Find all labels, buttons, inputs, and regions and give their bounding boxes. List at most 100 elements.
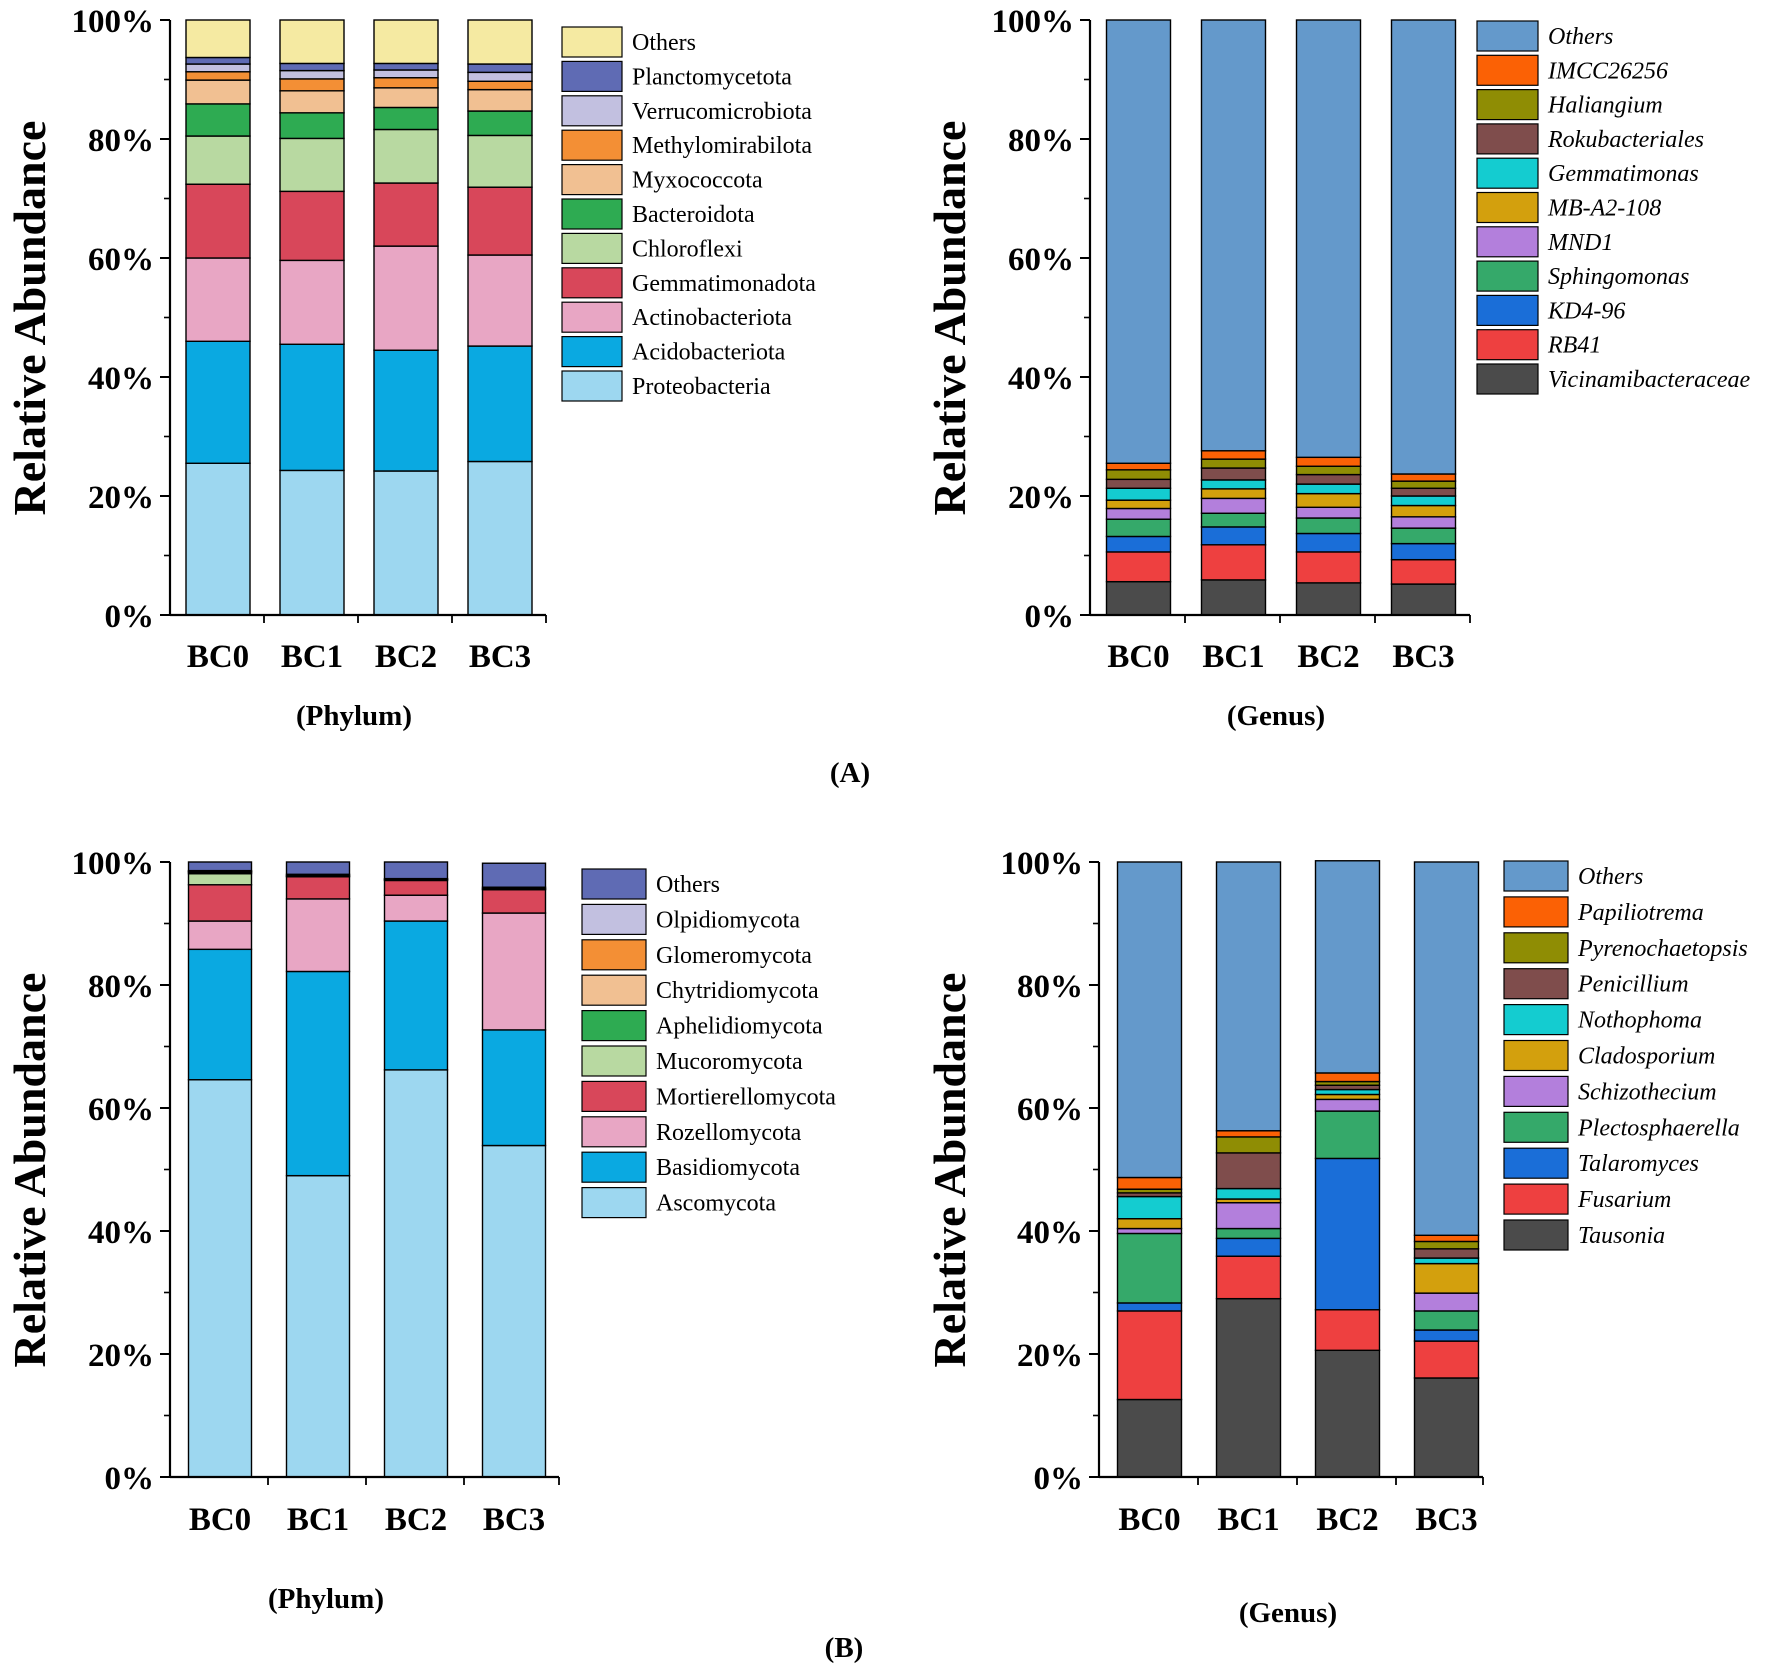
x-tick-label: BC1 xyxy=(287,1502,349,1538)
y-tick-label: 80% xyxy=(88,969,154,1005)
bar-segment xyxy=(1200,497,1267,514)
bar-segment xyxy=(373,128,439,184)
y-tick-label: 80% xyxy=(1017,969,1083,1005)
y-axis-label: Relative Abundance xyxy=(924,973,975,1368)
legend-label: Planctomycetota xyxy=(632,64,792,90)
legend-swatch xyxy=(581,903,647,936)
bar-segment xyxy=(1215,861,1282,1132)
bar-segment xyxy=(1390,495,1457,507)
y-tick-label: 60% xyxy=(88,1092,154,1128)
bar-segment xyxy=(1105,518,1172,538)
bar-segment xyxy=(481,1029,547,1147)
legend-label: Gemmatimonadota xyxy=(632,271,816,297)
x-tick-label: BC3 xyxy=(1415,1502,1477,1538)
bar-segment xyxy=(279,190,345,262)
y-tick-label: 20% xyxy=(88,480,154,516)
bar-segment xyxy=(467,186,533,256)
bar-segment xyxy=(1200,450,1267,460)
legend-swatch xyxy=(581,1009,647,1042)
legend-label: Haliangium xyxy=(1547,93,1663,119)
bar-segment xyxy=(1295,19,1362,459)
legend-label: Acidobacteriota xyxy=(632,340,786,366)
legend-swatch xyxy=(1476,20,1539,52)
legend-swatch xyxy=(1476,157,1539,189)
bar-segment xyxy=(1105,487,1172,501)
bar-segment xyxy=(279,19,345,65)
bar-segment xyxy=(1105,499,1172,510)
bar-segment xyxy=(467,460,533,616)
x-tick-label: BC0 xyxy=(1118,1502,1180,1538)
bar-segment xyxy=(285,970,351,1177)
bar-segment xyxy=(185,56,251,65)
legend-label: Myxococcota xyxy=(632,168,763,194)
bar-segment xyxy=(1314,1093,1381,1101)
legend-swatch xyxy=(561,26,623,58)
bar-segment xyxy=(1413,1234,1480,1243)
bar-segment xyxy=(1105,469,1172,481)
legend-swatch xyxy=(1503,932,1569,964)
bar-segment xyxy=(1200,512,1267,528)
bar-segment xyxy=(185,340,251,464)
bar-segment xyxy=(1105,462,1172,471)
y-tick-label: 40% xyxy=(88,1215,154,1251)
bar-segment xyxy=(373,77,439,89)
bar-segment xyxy=(1413,1329,1480,1342)
legend-swatch xyxy=(561,336,623,368)
legend-label: Others xyxy=(656,872,720,898)
bar-segment xyxy=(1105,535,1172,553)
bar-segment xyxy=(187,920,253,951)
bar-segment xyxy=(1390,487,1457,497)
bar-segment xyxy=(1116,1310,1183,1401)
bar-segment xyxy=(1116,1217,1183,1230)
bar-segment xyxy=(1295,517,1362,535)
bar-segment xyxy=(1390,583,1457,616)
bar-segment xyxy=(373,106,439,131)
legend-swatch xyxy=(1503,1111,1569,1143)
x-tick-label: BC3 xyxy=(1392,639,1454,675)
bar-segment xyxy=(279,343,345,472)
y-tick-label: 20% xyxy=(88,1338,154,1374)
legend-swatch xyxy=(561,232,623,264)
legend-swatch xyxy=(1503,860,1569,892)
legend-swatch xyxy=(1476,294,1539,326)
x-tick-label: BC3 xyxy=(469,639,531,675)
x-axis-label: (Phylum) xyxy=(268,1583,384,1615)
bar-segment xyxy=(185,135,251,185)
legend-label: KD4-96 xyxy=(1547,298,1625,324)
legend-label: Verrucomicrobiota xyxy=(632,99,812,125)
bar-segment xyxy=(1390,542,1457,561)
bar-segment xyxy=(1200,467,1267,481)
bar-segment xyxy=(279,137,345,193)
bar-segment xyxy=(187,861,253,872)
bar-segment xyxy=(1200,544,1267,581)
bar-segment xyxy=(481,862,547,888)
legend-label: Rozellomycota xyxy=(656,1120,802,1146)
legend-label: Methylomirabilota xyxy=(632,133,812,159)
bar-segment xyxy=(373,349,439,472)
legend-swatch xyxy=(1476,54,1539,86)
bar-segment xyxy=(185,462,251,616)
chart-a-genus: BC0 BC1 BC2 BC3 0% 20% 40% 60% 80% 100% Relative A… xyxy=(924,4,1750,732)
bar-segment xyxy=(373,69,439,79)
legend-swatch xyxy=(1476,363,1539,395)
legend-label: Actinobacteriota xyxy=(632,305,792,331)
bar-segment xyxy=(467,88,533,112)
legend-label: Proteobacteria xyxy=(632,374,771,400)
legend-swatch xyxy=(581,1116,647,1148)
legend-label: Nothophoma xyxy=(1577,1008,1702,1034)
legend-swatch xyxy=(581,1080,647,1113)
bar-segment xyxy=(1413,1377,1480,1478)
legend-label: Chytridiomycota xyxy=(656,978,819,1004)
bar-segment xyxy=(1116,1232,1183,1304)
y-tick-label: 60% xyxy=(88,242,154,278)
bar-segment xyxy=(1215,1297,1282,1478)
bar-segment xyxy=(1116,1227,1183,1235)
x-tick-label: BC2 xyxy=(375,639,437,675)
bar-segment xyxy=(467,80,533,91)
bar-segment xyxy=(1215,1227,1282,1240)
y-tick-label: 0% xyxy=(105,599,155,635)
bar-segment xyxy=(185,79,251,105)
y-tick-label: 100% xyxy=(72,4,155,40)
bar-segment xyxy=(1116,1302,1183,1312)
bar-segment xyxy=(187,884,253,922)
